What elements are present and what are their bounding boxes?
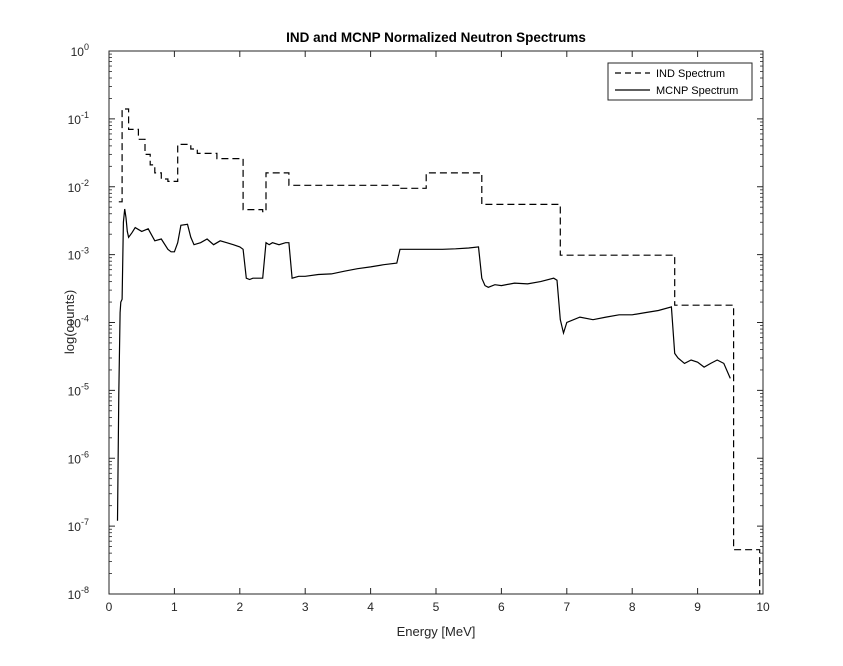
x-tick-label: 9 xyxy=(694,600,701,614)
y-tick-label: 100 xyxy=(71,42,89,59)
y-tick-label: 10-8 xyxy=(68,585,89,602)
legend: IND Spectrum MCNP Spectrum xyxy=(607,62,753,101)
y-tick-exponent: -7 xyxy=(81,517,89,527)
legend-box xyxy=(607,62,753,101)
x-tick-label: 5 xyxy=(433,600,440,614)
y-tick-label: 10-7 xyxy=(68,517,89,534)
y-tick-base: 10 xyxy=(68,113,82,127)
x-tick-label: 10 xyxy=(756,600,770,614)
x-axis-label: Energy [MeV] xyxy=(397,624,476,639)
y-tick-label: 10-2 xyxy=(68,178,89,195)
y-tick-label: 10-5 xyxy=(68,381,89,398)
x-tick-label: 2 xyxy=(236,600,243,614)
plot-area xyxy=(109,51,763,594)
y-tick-label: 10-4 xyxy=(68,314,89,331)
y-tick-label: 10-6 xyxy=(68,449,89,466)
y-tick-exponent: -5 xyxy=(81,381,89,391)
y-tick-base: 10 xyxy=(68,384,82,398)
y-tick-label: 10-1 xyxy=(68,110,89,127)
x-tick-label: 4 xyxy=(367,600,374,614)
x-tick-label: 6 xyxy=(498,600,505,614)
x-tick-label: 8 xyxy=(629,600,636,614)
legend-label-ind: IND Spectrum xyxy=(656,68,725,80)
legend-label-mcnp: MCNP Spectrum xyxy=(656,85,738,97)
y-tick-base: 10 xyxy=(68,249,82,263)
series-line-mcnp xyxy=(116,208,731,521)
chart-title: IND and MCNP Normalized Neutron Spectrum… xyxy=(286,30,586,45)
y-tick-exponent: 0 xyxy=(84,42,89,52)
y-tick-exponent: -1 xyxy=(81,110,89,120)
series-line-ind xyxy=(118,108,761,594)
axes-box xyxy=(108,50,764,595)
y-tick-exponent: -3 xyxy=(81,246,89,256)
y-tick-exponent: -2 xyxy=(81,178,89,188)
y-tick-label: 10-3 xyxy=(68,246,89,263)
y-tick-base: 10 xyxy=(68,181,82,195)
y-tick-base: 10 xyxy=(68,317,82,331)
ticks: 0 1 2 3 4 5 6 7 8 9 1010-810-710-610-510-410-310-2… xyxy=(68,42,770,614)
x-tick-label: 7 xyxy=(563,600,570,614)
series-layer xyxy=(116,108,761,594)
y-tick-base: 10 xyxy=(71,45,85,59)
y-tick-base: 10 xyxy=(68,520,82,534)
y-tick-exponent: -8 xyxy=(81,585,89,595)
y-tick-exponent: -6 xyxy=(81,449,89,459)
y-tick-base: 10 xyxy=(68,588,82,602)
x-tick-label: 3 xyxy=(302,600,309,614)
y-tick-base: 10 xyxy=(68,452,82,466)
x-tick-label: 0 xyxy=(106,600,113,614)
x-tick-label: 1 xyxy=(171,600,178,614)
y-axis-label: log(counts) xyxy=(62,290,77,354)
y-tick-exponent: -4 xyxy=(81,314,89,324)
